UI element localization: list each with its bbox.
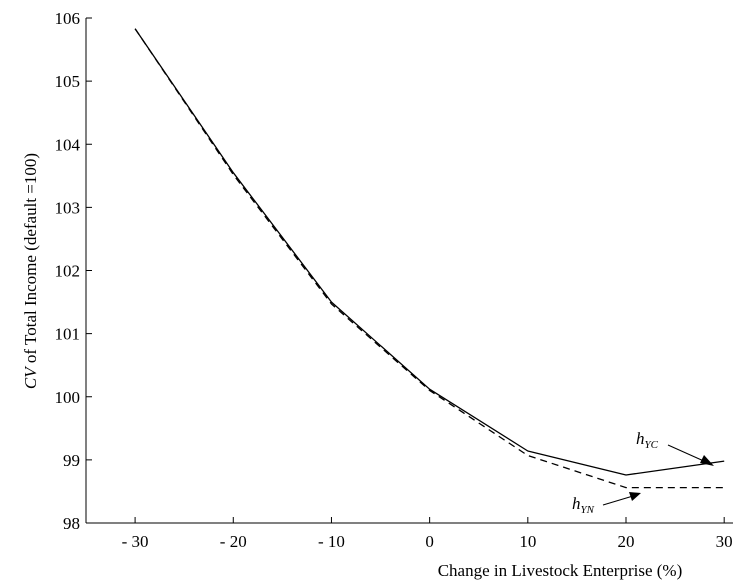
- y-tick-label: 101: [55, 325, 81, 344]
- arrow-hyn-head: [629, 492, 641, 501]
- series-label-hyc: hYC: [636, 429, 659, 451]
- y-tick-label: 104: [55, 135, 81, 154]
- y-tick-label: 100: [55, 388, 81, 407]
- x-tick-label: 10: [519, 532, 536, 551]
- annotations: hYC hYN: [572, 429, 714, 516]
- x-axis-title: Change in Livestock Enterprise (%): [438, 561, 683, 580]
- series-line-hyc: [134, 28, 725, 476]
- arrow-hyc-shaft: [667, 444, 707, 463]
- y-tick-label: 99: [63, 451, 80, 470]
- x-tick-label: 30: [716, 532, 733, 551]
- x-tick-label: 0: [425, 532, 434, 551]
- y-tick-label: 98: [63, 514, 80, 533]
- x-tick-label: 20: [618, 532, 635, 551]
- y-ticks: 98 99 100 101 102 103 104 105 106: [55, 9, 92, 533]
- arrow-hyc-head: [700, 455, 714, 466]
- y-tick-label: 103: [55, 198, 81, 217]
- series-line-hyn: [134, 28, 725, 489]
- x-tick-label: - 20: [220, 532, 247, 551]
- x-ticks: - 30 - 20 - 10 0 10 20 30: [122, 517, 733, 551]
- x-tick-label: - 10: [318, 532, 345, 551]
- y-axis-title: CV of Total Income (default =100): [21, 153, 40, 389]
- x-tick-label: - 30: [122, 532, 149, 551]
- y-tick-label: 105: [55, 72, 81, 91]
- series-group: [134, 28, 725, 489]
- y-tick-label: 106: [55, 9, 81, 28]
- arrow-hyn-shaft: [602, 495, 634, 506]
- y-tick-label: 102: [55, 262, 81, 281]
- series-label-hyn: hYN: [572, 494, 595, 516]
